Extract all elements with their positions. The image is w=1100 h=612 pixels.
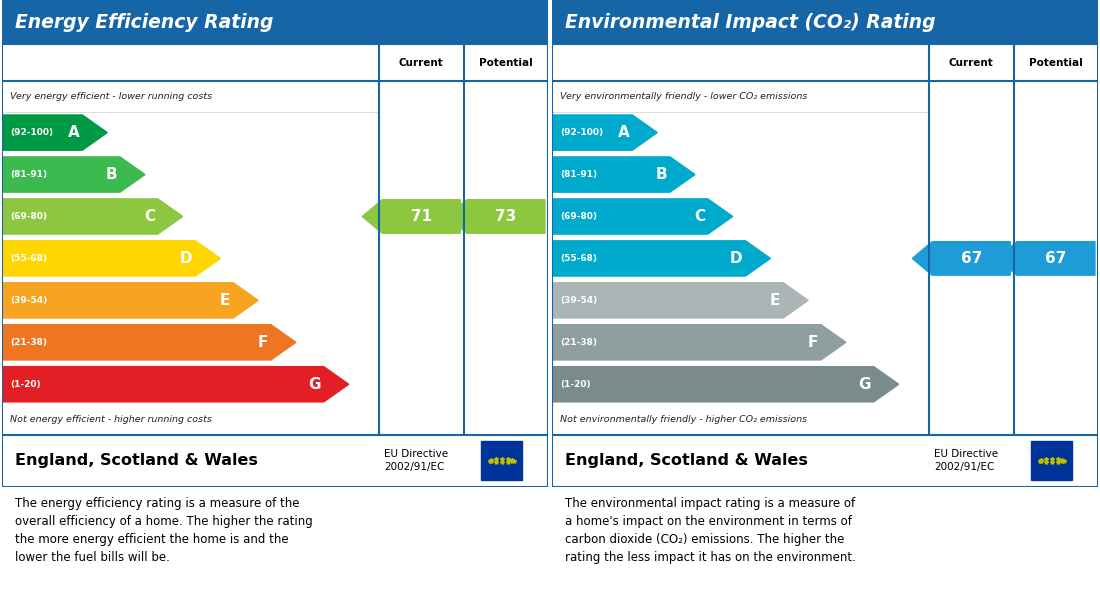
Text: (1-20): (1-20)	[10, 380, 41, 389]
Text: F: F	[257, 335, 268, 350]
Text: (55-68): (55-68)	[560, 254, 597, 263]
Polygon shape	[552, 115, 658, 150]
Text: D: D	[730, 251, 743, 266]
Polygon shape	[2, 241, 220, 276]
Bar	[1032, 441, 1072, 480]
Text: 67: 67	[1045, 251, 1067, 266]
Text: (21-38): (21-38)	[10, 338, 47, 347]
Polygon shape	[447, 200, 544, 233]
Polygon shape	[2, 325, 296, 360]
Text: The environmental impact rating is a measure of
a home's impact on the environme: The environmental impact rating is a mea…	[565, 496, 856, 564]
Text: C: C	[694, 209, 705, 224]
Text: (81-91): (81-91)	[560, 170, 597, 179]
Polygon shape	[997, 242, 1094, 275]
Text: Potential: Potential	[480, 58, 532, 67]
Polygon shape	[2, 199, 183, 234]
Text: B: B	[106, 167, 118, 182]
Text: C: C	[144, 209, 155, 224]
Polygon shape	[552, 325, 846, 360]
Text: E: E	[220, 293, 231, 308]
Text: (69-80): (69-80)	[560, 212, 597, 221]
Text: (39-54): (39-54)	[10, 296, 47, 305]
Text: A: A	[618, 125, 629, 140]
Bar	[482, 441, 522, 480]
Text: B: B	[656, 167, 668, 182]
Text: (92-100): (92-100)	[560, 128, 603, 137]
Text: Energy Efficiency Rating: Energy Efficiency Rating	[15, 12, 274, 32]
Text: Not energy efficient - higher running costs: Not energy efficient - higher running co…	[10, 416, 211, 424]
Polygon shape	[912, 242, 1010, 275]
Polygon shape	[2, 157, 145, 192]
Text: (92-100): (92-100)	[10, 128, 53, 137]
Text: EU Directive
2002/91/EC: EU Directive 2002/91/EC	[384, 449, 449, 472]
Text: 71: 71	[410, 209, 432, 224]
Text: (1-20): (1-20)	[560, 380, 591, 389]
Polygon shape	[552, 157, 695, 192]
Text: Environmental Impact (CO₂) Rating: Environmental Impact (CO₂) Rating	[565, 12, 936, 32]
Text: (81-91): (81-91)	[10, 170, 47, 179]
Text: (69-80): (69-80)	[10, 212, 47, 221]
Text: 67: 67	[960, 251, 982, 266]
Text: England, Scotland & Wales: England, Scotland & Wales	[15, 453, 258, 468]
Text: Potential: Potential	[1030, 58, 1082, 67]
Text: Current: Current	[949, 58, 993, 67]
Text: G: G	[858, 377, 871, 392]
Text: (21-38): (21-38)	[560, 338, 597, 347]
Text: E: E	[770, 293, 781, 308]
Polygon shape	[552, 199, 733, 234]
Text: D: D	[180, 251, 192, 266]
Polygon shape	[2, 367, 349, 402]
Polygon shape	[552, 283, 808, 318]
Text: The energy efficiency rating is a measure of the
overall efficiency of a home. T: The energy efficiency rating is a measur…	[15, 496, 313, 564]
Text: (55-68): (55-68)	[10, 254, 47, 263]
Text: A: A	[68, 125, 79, 140]
Polygon shape	[2, 115, 108, 150]
Polygon shape	[362, 200, 460, 233]
Text: Not environmentally friendly - higher CO₂ emissions: Not environmentally friendly - higher CO…	[560, 416, 807, 424]
Text: F: F	[807, 335, 818, 350]
Text: England, Scotland & Wales: England, Scotland & Wales	[565, 453, 808, 468]
Text: EU Directive
2002/91/EC: EU Directive 2002/91/EC	[934, 449, 999, 472]
Text: G: G	[308, 377, 321, 392]
Text: Very energy efficient - lower running costs: Very energy efficient - lower running co…	[10, 92, 212, 101]
Polygon shape	[552, 241, 770, 276]
Text: Very environmentally friendly - lower CO₂ emissions: Very environmentally friendly - lower CO…	[560, 92, 807, 101]
Polygon shape	[552, 367, 899, 402]
Text: Current: Current	[399, 58, 443, 67]
Text: (39-54): (39-54)	[560, 296, 597, 305]
Polygon shape	[2, 283, 258, 318]
Text: 73: 73	[495, 209, 517, 224]
